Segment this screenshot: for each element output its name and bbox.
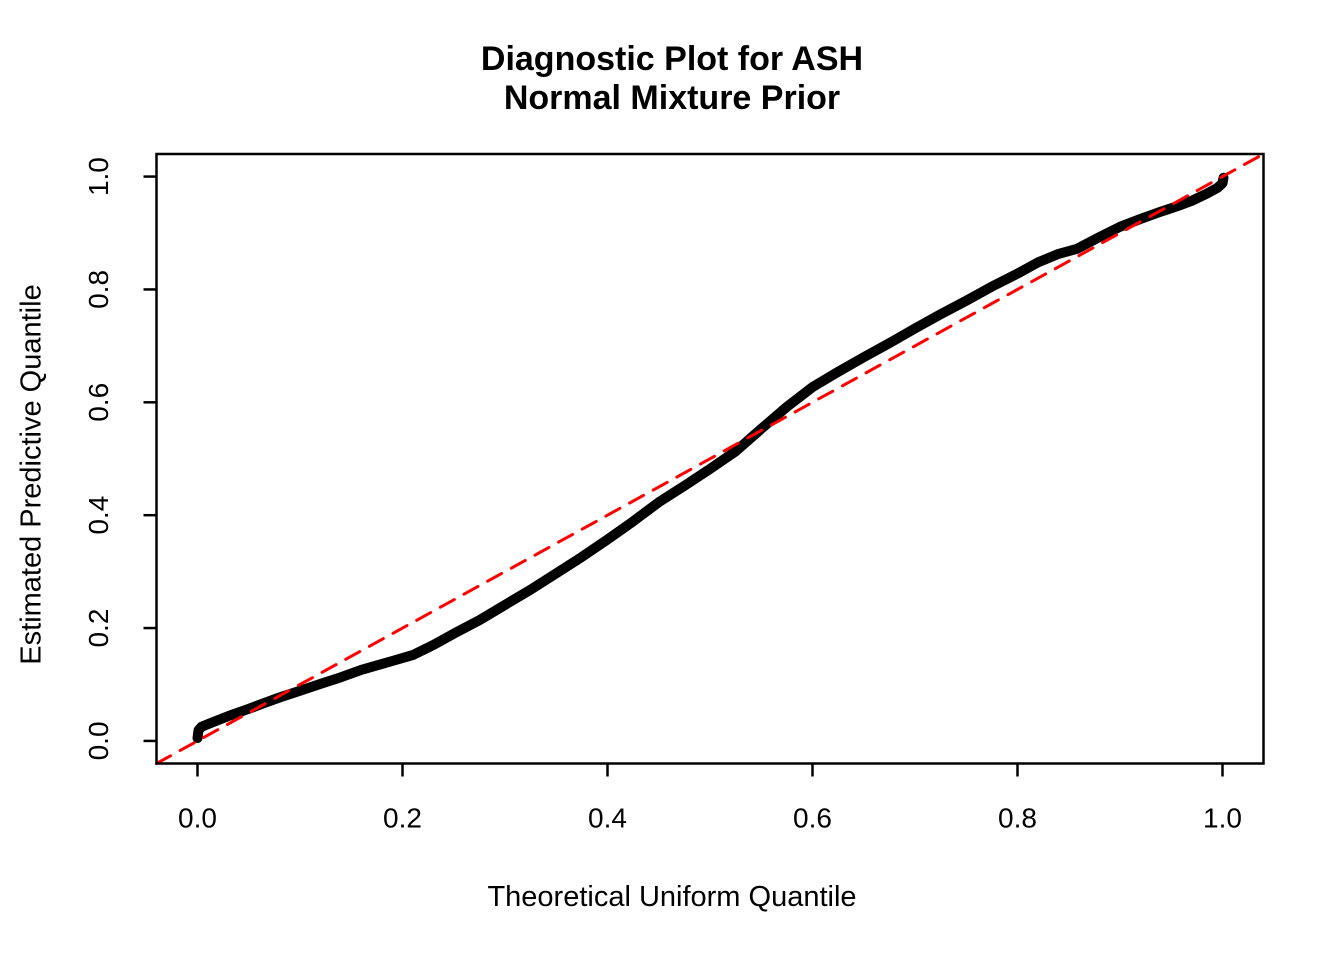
x-tick-label: 1.0 [1203, 803, 1242, 834]
y-axis-label: Estimated Predictive Quantile [15, 284, 48, 665]
y-tick-label: 0.6 [83, 383, 114, 422]
estimated-predictive-quantile-curve [192, 172, 1229, 744]
y-equals-x-reference-line [155, 152, 1265, 765]
x-axis-label: Theoretical Uniform Quantile [487, 881, 857, 913]
x-tick-label: 0.8 [998, 803, 1037, 834]
y-tick-label: 0.0 [83, 721, 114, 760]
plot-title-line1: Diagnostic Plot for ASH [480, 40, 864, 78]
y-tick-label: 1.0 [83, 157, 114, 196]
y-tick-label: 0.4 [83, 496, 114, 535]
x-tick-label: 0.0 [178, 803, 217, 834]
y-tick-label: 0.8 [83, 270, 114, 309]
plot-title: Diagnostic Plot for ASH Normal Mixture P… [0, 40, 1344, 118]
x-tick-label: 0.6 [793, 803, 832, 834]
x-tick-label: 0.4 [588, 803, 627, 834]
plot-title-line2: Normal Mixture Prior [503, 79, 841, 117]
x-tick-label: 0.2 [383, 803, 422, 834]
y-tick-label: 0.2 [83, 609, 114, 648]
plot-box-border [155, 152, 1265, 765]
